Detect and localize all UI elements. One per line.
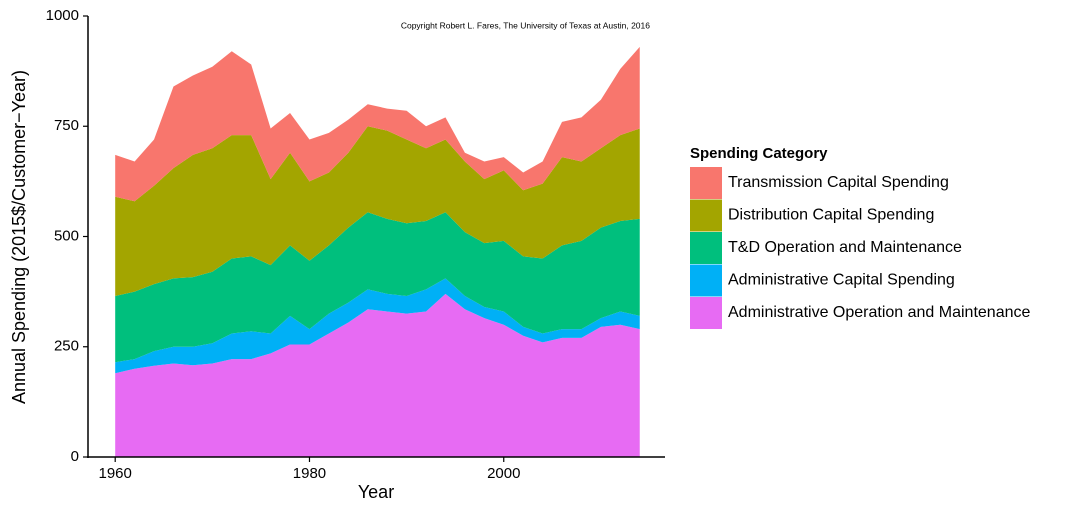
x-tick-label: 1980 xyxy=(293,465,326,482)
annotation: Copyright Robert L. Fares, The Universit… xyxy=(401,20,650,30)
y-axis-label: Annual Spending (2015$/Customer−Year) xyxy=(9,70,29,404)
y-tick-label: 250 xyxy=(54,338,79,355)
legend-swatch xyxy=(690,232,722,264)
area xyxy=(115,126,640,297)
legend-label: Distribution Capital Spending xyxy=(728,207,934,224)
y-tick-label: 0 xyxy=(71,448,79,465)
area xyxy=(115,46,640,202)
legend-swatch xyxy=(690,264,722,297)
y-tick-label: 500 xyxy=(54,227,79,244)
area xyxy=(115,212,640,363)
y-tick-label: 750 xyxy=(54,117,79,134)
legend-swatch xyxy=(690,199,722,232)
legend-title: Spending Category xyxy=(690,145,828,162)
area xyxy=(115,293,640,457)
legend-label: Administrative Capital Spending xyxy=(728,272,955,289)
y-tick-label: 1000 xyxy=(46,7,79,24)
legend-swatch xyxy=(690,167,722,199)
legend-label: Administrative Operation and Maintenance xyxy=(728,304,1030,321)
legend-swatch xyxy=(690,297,722,329)
legend-label: Transmission Capital Spending xyxy=(728,174,949,191)
x-tick-label: 2000 xyxy=(487,465,520,482)
x-axis-label: Year xyxy=(358,482,394,502)
area xyxy=(115,278,640,374)
legend-label: T&D Operation and Maintenance xyxy=(728,239,962,256)
x-tick-label: 1960 xyxy=(99,465,132,482)
